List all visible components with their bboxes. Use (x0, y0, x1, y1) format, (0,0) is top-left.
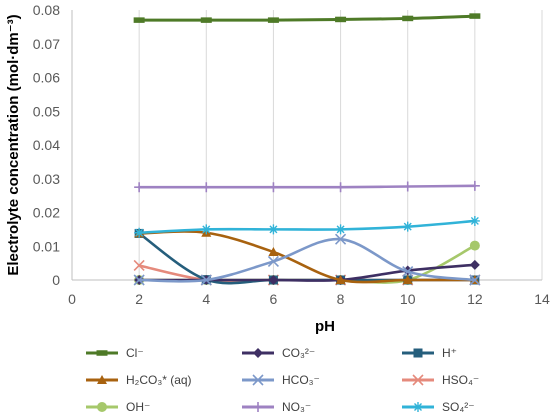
data-point-1-5 (469, 259, 480, 270)
data-point-0-2 (267, 17, 279, 23)
data-point-4-4 (402, 265, 414, 278)
data-point-1-2 (268, 275, 279, 285)
legend-item-6: OH⁻ (86, 400, 150, 414)
x-tick-label: 4 (202, 291, 210, 307)
legend-swatch-marker (413, 348, 423, 358)
legend-swatch-marker (253, 402, 263, 412)
legend-item-2: H⁺ (402, 346, 457, 360)
x-tick-label: 8 (337, 291, 345, 307)
legend-item-0: Cl⁻ (86, 346, 144, 360)
legend-item-4: HCO₃⁻ (242, 373, 320, 387)
x-tick-label: 10 (400, 291, 416, 307)
y-axis: 0 0.01 0.02 0.03 0.04 0.05 0.06 0.07 0.08 (33, 2, 73, 288)
data-point-4-0 (133, 274, 145, 286)
x-axis-title: pH (315, 318, 335, 335)
data-point-3-4 (402, 275, 413, 284)
legend-swatch-marker (97, 375, 107, 384)
y-tick-label: 0.08 (33, 2, 60, 18)
data-point-3-3 (335, 275, 346, 284)
data-point-4-5 (469, 274, 481, 286)
legend-item-8: SO₄²⁻ (402, 400, 475, 414)
legend-label: Cl⁻ (126, 346, 144, 360)
legend-item-1: CO₃²⁻ (242, 346, 315, 360)
data-point-8-2 (268, 224, 279, 235)
y-tick-label: 0.06 (33, 70, 60, 86)
data-point-0-4 (402, 15, 414, 22)
data-point-3-2 (268, 246, 279, 256)
data-point-7-5 (469, 180, 480, 191)
data-point-0-1 (200, 17, 212, 23)
data-point-8-4 (402, 221, 413, 232)
series-7 (134, 180, 480, 193)
series-4 (133, 233, 481, 286)
grid-lines (71, 10, 543, 280)
legend-swatch-marker (413, 402, 423, 412)
legend-item-7: NO₃⁻ (242, 400, 311, 414)
legend-swatch-marker (253, 348, 263, 358)
legend-label: NO₃⁻ (282, 400, 311, 414)
series-line-4 (137, 237, 477, 283)
legend-item-3: H₂CO₃* (aq) (86, 373, 192, 387)
y-tick-label: 0.05 (33, 103, 60, 119)
legend-label: H₂CO₃* (aq) (126, 373, 192, 387)
legend: Cl⁻ CO₃²⁻ H⁺ H₂CO₃* (aq) HCO₃⁻ HSO₄⁻ OH⁻ NO₃⁻ SO… (86, 346, 479, 414)
data-point-0-5 (469, 13, 481, 19)
legend-label: CO₃²⁻ (282, 346, 315, 360)
y-tick-label: 0.02 (33, 205, 60, 221)
y-tick-label: 0.07 (33, 36, 60, 52)
legend-label: SO₄²⁻ (442, 400, 475, 414)
data-point-6-5 (469, 240, 480, 251)
series-line-8 (137, 219, 477, 235)
y-tick-label: 0 (52, 272, 60, 288)
data-point-8-1 (201, 224, 212, 235)
legend-swatch-marker (97, 402, 107, 412)
y-tick-label: 0.03 (33, 171, 60, 187)
data-point-4-3 (335, 233, 347, 245)
data-point-7-4 (402, 181, 413, 192)
data-point-8-0 (134, 227, 145, 238)
series-0 (133, 13, 481, 23)
x-tick-label: 2 (135, 291, 143, 307)
data-point-7-1 (201, 182, 212, 193)
legend-label: HSO₄⁻ (442, 373, 479, 387)
data-point-7-3 (335, 182, 346, 193)
series-line-3 (137, 230, 477, 284)
legend-label: OH⁻ (126, 400, 150, 414)
legend-item-5: HSO₄⁻ (402, 373, 479, 387)
x-tick-label: 6 (270, 291, 278, 307)
data-point-8-3 (335, 224, 346, 235)
legend-swatch-marker (252, 374, 264, 386)
data-point-7-2 (268, 182, 279, 193)
data-point-0-0 (133, 17, 145, 23)
series-layer (133, 13, 481, 286)
data-point-0-3 (335, 16, 347, 23)
data-point-4-1 (200, 274, 212, 286)
series-8 (134, 215, 480, 238)
y-tick-label: 0.04 (33, 137, 60, 153)
legend-label: H⁺ (442, 346, 457, 360)
legend-swatch-marker (96, 350, 108, 356)
y-axis-title: Electrolyte concentration (mol·dm⁻³) (5, 14, 22, 275)
x-tick-label: 12 (467, 291, 483, 307)
data-point-4-2 (267, 255, 279, 268)
x-tick-label: 0 (68, 291, 76, 307)
data-point-7-0 (134, 182, 145, 193)
data-point-5-0 (133, 259, 145, 272)
y-tick-label: 0.01 (33, 238, 60, 254)
legend-swatch-marker (412, 374, 424, 386)
x-tick-label: 14 (534, 291, 550, 307)
series-line-0 (137, 14, 477, 22)
series-line-7 (137, 184, 477, 189)
data-point-8-5 (469, 215, 480, 226)
legend-label: HCO₃⁻ (282, 373, 320, 387)
